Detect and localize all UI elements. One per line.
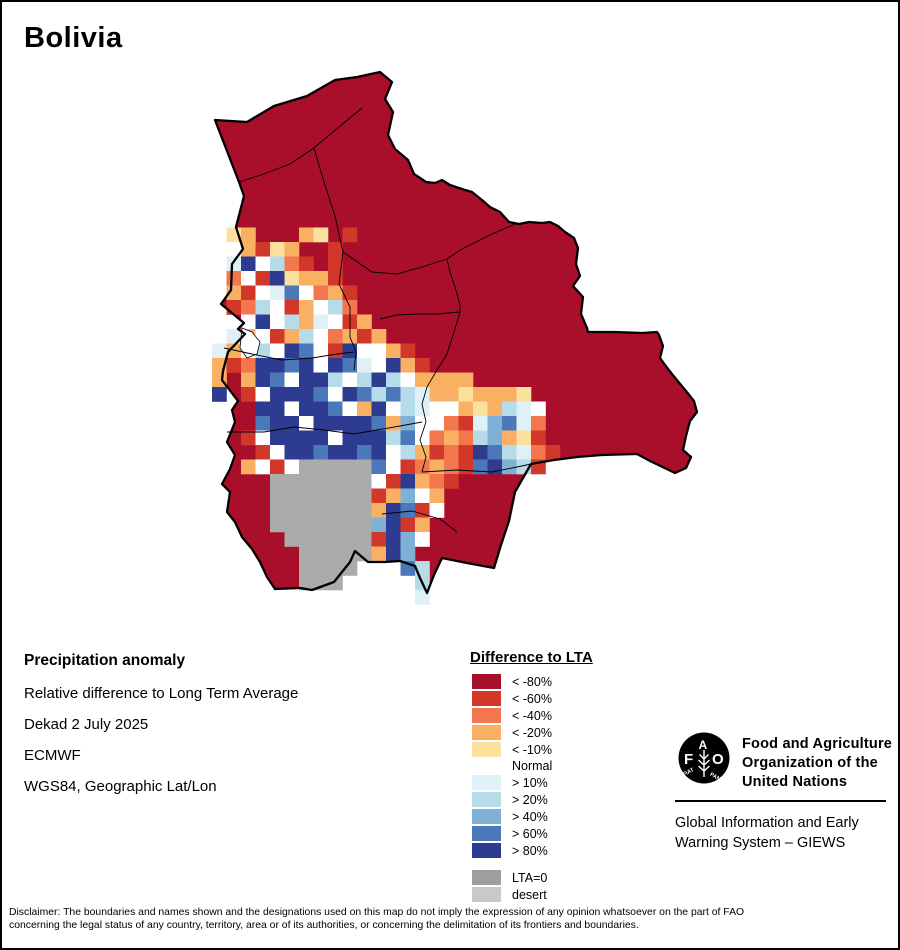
legend-swatch: [472, 708, 501, 723]
wheat-ear-icon: [698, 750, 710, 777]
anomaly-raster-cells: [212, 227, 561, 605]
fao-logo-letter-o: O: [712, 751, 724, 768]
fao-logo-letter-f: F: [684, 751, 693, 768]
legend-swatch: [472, 775, 501, 790]
department-boundaries: [223, 107, 532, 533]
map-product-heading: Precipitation anomaly: [24, 652, 186, 669]
disclaimer-text: Disclaimer: The boundaries and names sho…: [9, 906, 769, 932]
map-info-line-dekad: Dekad 2 July 2025: [24, 716, 149, 733]
fao-logo-motto-fiat: FIAT: [682, 767, 696, 778]
legend-label: desert: [512, 888, 547, 902]
giews-caption: Global Information and Early Warning Sys…: [675, 814, 859, 853]
fao-organization-name: Food and Agriculture Organization of the…: [742, 735, 892, 792]
map-info-line-projection: WGS84, Geographic Lat/Lon: [24, 778, 217, 795]
legend-swatch: [472, 887, 501, 902]
legend-label: LTA=0: [512, 871, 548, 885]
legend-swatch: [472, 742, 501, 757]
legend-swatch: [472, 792, 501, 807]
legend-label: < -80%: [512, 675, 552, 689]
legend-label: > 80%: [512, 844, 548, 858]
legend-swatch: [472, 691, 501, 706]
fao-org-line-2: Organization of the: [742, 755, 878, 771]
map-info-line-method: Relative difference to Long Term Average: [24, 685, 299, 702]
legend-swatch: [472, 674, 501, 689]
country-outline: [213, 70, 699, 595]
legend-label: < -10%: [512, 743, 552, 757]
fao-org-line-3: United Nations: [742, 774, 848, 790]
legend-label: < -20%: [512, 726, 552, 740]
legend-swatch: [472, 870, 501, 885]
map-info-block: Precipitation anomaly Relative differenc…: [24, 652, 454, 810]
legend-label: > 40%: [512, 810, 548, 824]
fao-logo: F A O FIAT PANIS: [678, 732, 730, 785]
legend-label: Normal: [512, 759, 553, 773]
page-title: Bolivia: [24, 22, 123, 54]
legend-swatch: [472, 826, 501, 841]
legend-label: > 10%: [512, 776, 548, 790]
legend-swatch: [472, 809, 501, 824]
legend-label: > 60%: [512, 827, 548, 841]
map-info-line-source: ECMWF: [24, 747, 81, 764]
legend-swatch: [472, 725, 501, 740]
legend-swatch: [472, 758, 501, 773]
disclaimer-line-2: concerning the legal status of any count…: [9, 920, 639, 931]
fao-org-line-1: Food and Agriculture: [742, 736, 893, 752]
disclaimer-line-1: Disclaimer: The boundaries and names sho…: [9, 907, 745, 918]
giews-line-2: Warning System – GIEWS: [675, 834, 846, 851]
fao-logo-letter-a: A: [699, 738, 708, 752]
legend-swatch: [472, 843, 501, 858]
legend-label: < -60%: [512, 692, 552, 706]
giews-line-1: Global Information and Early: [675, 815, 859, 831]
legend-title: Difference to LTA: [470, 649, 593, 666]
legend-label: < -40%: [512, 709, 552, 723]
fao-divider-line: [675, 800, 886, 802]
legend-label: > 20%: [512, 793, 548, 807]
